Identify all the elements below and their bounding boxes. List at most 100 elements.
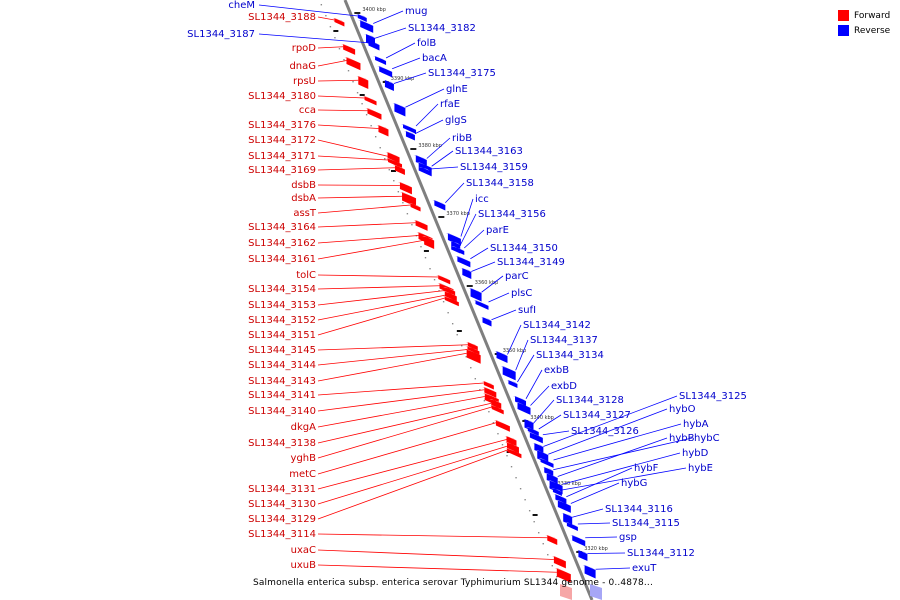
reverse-gene-feature[interactable] [561,513,573,526]
forward-gene-feature[interactable] [413,220,428,231]
reverse-gene-feature[interactable] [445,233,461,246]
reverse-gene-feature[interactable] [542,467,554,477]
reverse-gene-label[interactable]: hybD [682,448,709,459]
forward-gene-feature[interactable] [422,236,435,249]
forward-gene-label[interactable]: metC [289,469,316,480]
reverse-gene-label[interactable]: SL1344_3159 [460,162,528,173]
reverse-gene-label[interactable]: SL1344_3149 [497,257,565,268]
forward-gene-label[interactable]: SL1344_3140 [248,406,316,417]
reverse-gene-label[interactable]: hybF [634,463,659,474]
forward-gene-feature[interactable] [408,203,421,212]
reverse-gene-label[interactable]: gsp [619,532,637,543]
forward-gene-feature[interactable] [365,108,382,120]
reverse-gene-label[interactable]: SL1344_3128 [556,395,624,406]
forward-gene-label[interactable]: tolC [296,270,316,281]
forward-gene-label[interactable]: SL1344_3153 [248,300,316,311]
forward-gene-label[interactable]: uxuB [291,560,317,571]
reverse-gene-label[interactable]: SL1344_3156 [478,209,546,220]
reverse-gene-label[interactable]: glgS [445,115,467,126]
reverse-gene-label[interactable]: exbD [551,381,577,392]
reverse-gene-label[interactable]: icc [475,194,489,205]
reverse-gene-label[interactable]: mug [405,6,427,17]
forward-gene-feature[interactable] [436,275,451,285]
reverse-gene-label[interactable]: SL1344_3127 [563,410,631,421]
reverse-gene-feature[interactable] [535,450,549,464]
reverse-gene-feature[interactable] [532,443,544,455]
reverse-gene-label[interactable]: hybA [683,419,709,430]
forward-gene-label[interactable]: SL1344_3169 [248,165,316,176]
reverse-gene-label[interactable]: SL1344_3116 [605,504,673,515]
reverse-gene-label[interactable]: hybO [669,404,696,415]
forward-gene-label[interactable]: SL1344_3138 [248,438,316,449]
forward-gene-label[interactable]: SL1344_3145 [248,345,316,356]
forward-gene-label[interactable]: SL1344_3161 [248,254,316,265]
forward-gene-label[interactable]: SL1344_3143 [248,376,316,387]
reverse-gene-label[interactable]: hybE [688,463,713,474]
forward-gene-feature[interactable] [464,349,481,364]
forward-gene-feature[interactable] [400,192,417,207]
reverse-gene-feature[interactable] [494,351,508,363]
forward-gene-feature[interactable] [493,420,510,432]
forward-gene-feature[interactable] [554,568,571,583]
reverse-gene-feature[interactable] [570,535,586,547]
forward-gene-feature[interactable] [356,76,369,89]
reverse-gene-feature[interactable] [564,522,578,531]
reverse-gene-label[interactable]: hybB [669,433,695,444]
reverse-gene-feature[interactable] [401,124,417,134]
forward-gene-label[interactable]: uxaC [291,545,316,556]
forward-gene-label[interactable]: rpsU [293,76,316,87]
reverse-gene-label[interactable]: SL1344_3175 [428,68,496,79]
reverse-gene-feature[interactable] [525,427,539,436]
forward-gene-label[interactable]: SL1344_3151 [248,330,316,341]
forward-gene-label[interactable]: SL1344_3171 [248,151,316,162]
reverse-gene-feature[interactable] [553,494,567,505]
reverse-gene-label[interactable]: parE [486,225,509,236]
forward-gene-label[interactable]: SL1344_3152 [248,315,316,326]
reverse-gene-feature[interactable] [373,56,387,65]
forward-gene-label[interactable]: dsbB [291,180,316,191]
forward-gene-feature[interactable] [362,96,377,106]
reverse-gene-label[interactable]: bacA [422,53,447,64]
reverse-gene-feature[interactable] [538,458,554,468]
forward-gene-label[interactable]: yghB [291,453,317,464]
forward-gene-feature[interactable] [344,57,361,71]
reverse-gene-label[interactable]: SL1344_3142 [523,320,591,331]
forward-gene-feature[interactable] [341,44,356,55]
reverse-gene-label[interactable]: SL1344_3182 [408,23,476,34]
forward-gene-feature[interactable] [397,182,412,195]
reverse-gene-feature[interactable] [544,473,558,485]
reverse-gene-label[interactable]: rfaE [440,99,460,110]
reverse-gene-feature[interactable] [473,300,489,310]
forward-gene-label[interactable]: SL1344_3164 [248,222,316,233]
reverse-gene-label[interactable]: SL1344_3137 [530,335,598,346]
reverse-gene-feature[interactable] [550,488,562,497]
reverse-gene-feature[interactable] [582,565,596,579]
reverse-gene-label[interactable]: plsC [511,288,532,299]
forward-gene-label[interactable]: assT [293,208,317,219]
reverse-gene-label[interactable]: SL1344_3125 [679,391,747,402]
reverse-gene-feature[interactable] [363,34,375,47]
reverse-gene-feature[interactable] [392,103,406,117]
reverse-gene-feature[interactable] [527,432,543,444]
forward-gene-label[interactable]: dsbA [291,193,316,204]
reverse-gene-label[interactable]: SL1344_3163 [455,146,523,157]
forward-gene-feature[interactable] [376,125,389,137]
forward-gene-feature[interactable] [489,405,504,415]
reverse-gene-label[interactable]: SL1344_3150 [490,243,558,254]
reverse-gene-feature[interactable] [513,396,527,407]
reverse-gene-label[interactable]: SL1344_3134 [536,350,604,361]
reverse-gene-label[interactable]: glnE [446,84,468,95]
reverse-gene-feature[interactable] [413,155,427,167]
reverse-gene-label[interactable]: SL1344_3112 [627,548,695,559]
reverse-gene-feature[interactable] [403,131,415,141]
reverse-gene-feature[interactable] [522,419,534,432]
reverse-gene-label[interactable]: SL1344_3158 [466,178,534,189]
forward-gene-label[interactable]: SL1344_3130 [248,499,316,510]
reverse-gene-label[interactable]: ribB [452,133,472,144]
reverse-gene-label[interactable]: exbB [544,365,569,376]
forward-gene-label[interactable]: SL1344_3172 [248,135,316,146]
forward-gene-label[interactable]: SL1344_3162 [248,238,316,249]
forward-gene-feature[interactable] [386,158,403,169]
forward-gene-label[interactable]: SL1344_3144 [248,360,316,371]
